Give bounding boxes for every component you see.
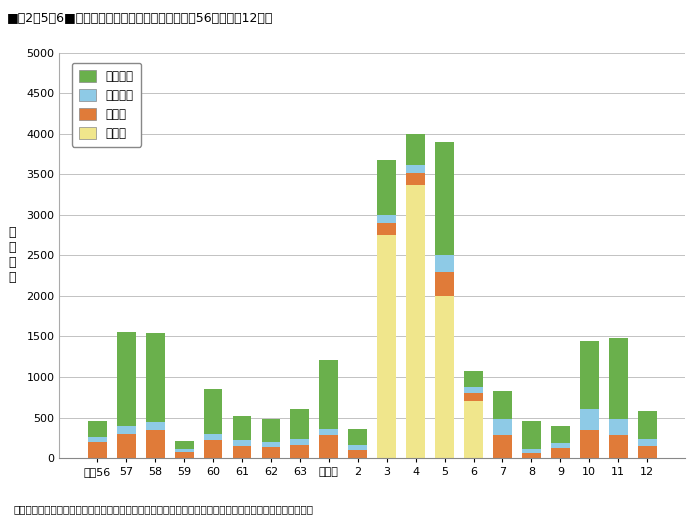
Bar	[580, 430, 598, 458]
Bar	[117, 426, 136, 434]
Bar	[146, 333, 164, 422]
Bar	[464, 401, 483, 458]
Bar	[493, 435, 512, 458]
Bar	[349, 429, 368, 445]
Bar	[406, 165, 425, 172]
Bar	[262, 447, 280, 458]
Bar	[551, 426, 570, 443]
Bar	[349, 445, 368, 450]
Bar	[464, 387, 483, 393]
Bar	[638, 411, 657, 439]
Bar	[319, 429, 338, 435]
Bar	[319, 435, 338, 458]
Bar	[204, 434, 223, 440]
Bar	[377, 235, 396, 458]
Bar	[204, 440, 223, 458]
Bar	[88, 421, 106, 437]
Bar	[88, 437, 106, 442]
Bar	[406, 134, 425, 165]
Legend: がけ崩れ, 地すべり, 土石流, 火砕流: がけ崩れ, 地すべり, 土石流, 火砕流	[71, 63, 141, 147]
Bar	[464, 393, 483, 401]
Bar	[117, 434, 136, 458]
Bar	[232, 440, 251, 446]
Bar	[262, 442, 280, 447]
Bar	[522, 421, 541, 449]
Bar	[319, 360, 338, 429]
Bar	[522, 453, 541, 458]
Bar	[435, 296, 454, 458]
Bar	[146, 422, 164, 430]
Bar	[522, 449, 541, 453]
Bar	[377, 160, 396, 215]
Bar	[609, 419, 628, 435]
Bar	[146, 430, 164, 458]
Bar	[406, 172, 425, 185]
Bar	[493, 419, 512, 435]
Bar	[638, 439, 657, 446]
Bar	[551, 448, 570, 458]
Bar	[435, 255, 454, 271]
Bar	[406, 185, 425, 458]
Bar	[262, 419, 280, 442]
Bar	[349, 450, 368, 458]
Bar	[493, 391, 512, 419]
Bar	[464, 370, 483, 387]
Bar	[232, 416, 251, 440]
Text: （注）（財）砂防・地すべり技術センター「土砂災害の実態」及び国土交通省砂防部資料より内閣府作成。: （注）（財）砂防・地すべり技術センター「土砂災害の実態」及び国土交通省砂防部資料…	[14, 504, 314, 514]
Bar	[175, 452, 193, 458]
Bar	[377, 223, 396, 235]
Bar	[580, 340, 598, 409]
Y-axis label: 発
生
件
数: 発 生 件 数	[9, 226, 16, 284]
Bar	[204, 389, 223, 434]
Bar	[377, 215, 396, 223]
Bar	[290, 439, 309, 445]
Bar	[290, 445, 309, 458]
Text: ■図2－5－6■　土砂災害の発生状況の推移（昭和56年～平成12年）: ■図2－5－6■ 土砂災害の発生状況の推移（昭和56年～平成12年）	[7, 12, 274, 25]
Bar	[435, 142, 454, 255]
Bar	[175, 441, 193, 449]
Bar	[232, 446, 251, 458]
Bar	[290, 409, 309, 439]
Bar	[638, 446, 657, 458]
Bar	[117, 333, 136, 426]
Bar	[88, 442, 106, 458]
Bar	[580, 409, 598, 430]
Bar	[435, 271, 454, 296]
Bar	[609, 435, 628, 458]
Bar	[551, 443, 570, 448]
Bar	[609, 338, 628, 419]
Bar	[175, 449, 193, 452]
